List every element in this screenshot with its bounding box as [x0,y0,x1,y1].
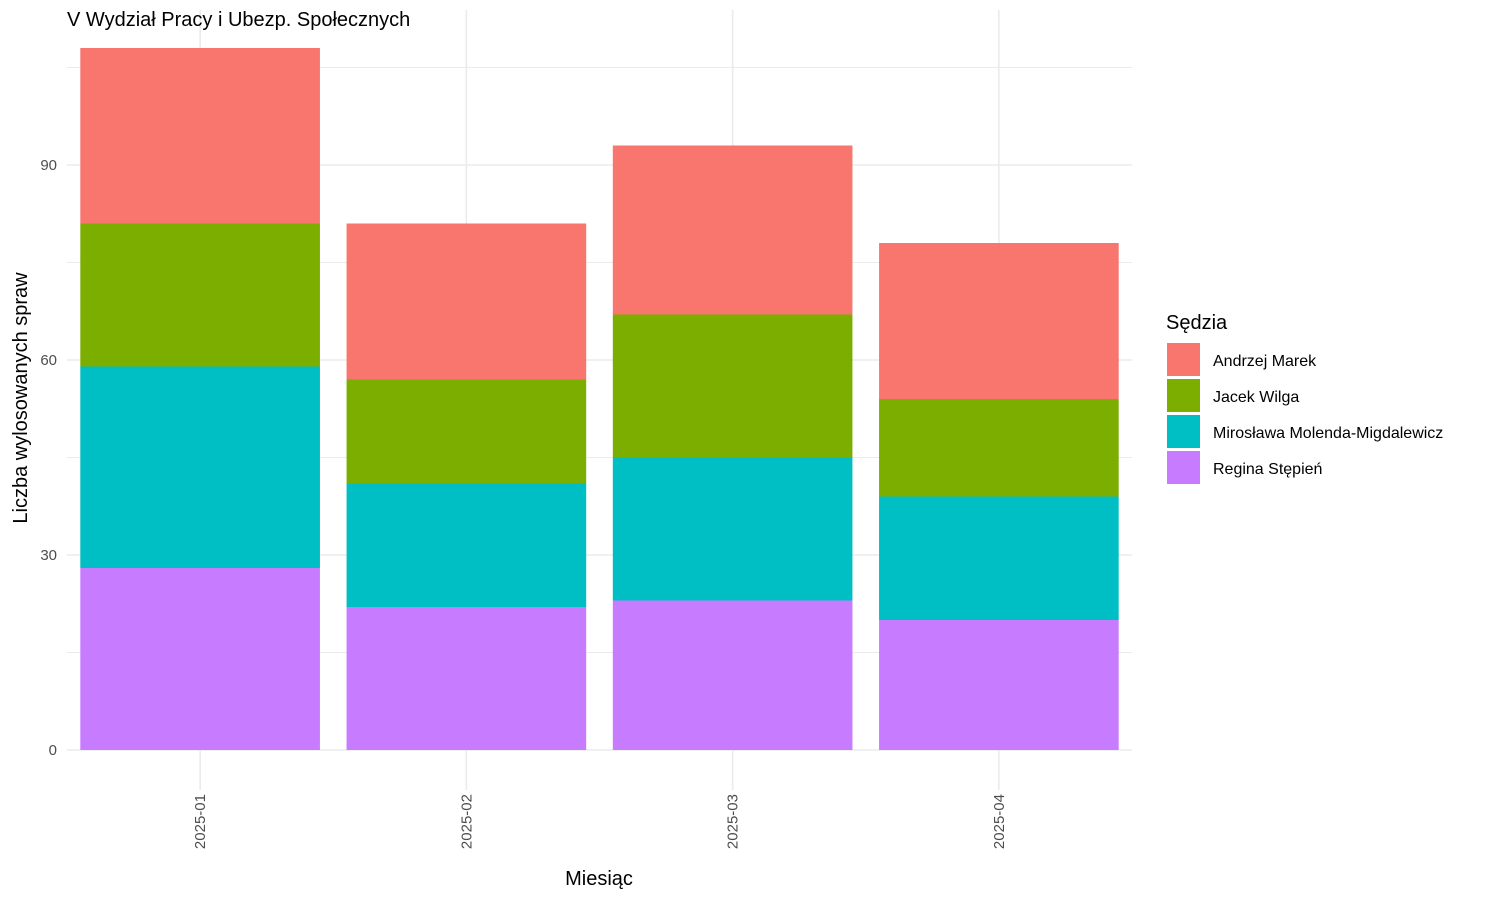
chart-title: V Wydział Pracy i Ubezp. Społecznych [67,9,410,31]
bar-segment [879,399,1119,497]
y-tick-label: 60 [40,352,57,369]
bar-segment [80,223,320,367]
y-tick-label: 90 [40,157,57,174]
bar-segment [80,48,320,224]
bar-segment [80,366,320,568]
legend-swatch [1167,415,1200,448]
x-tick-label: 2025-04 [991,794,1008,849]
bar-segment [346,223,587,380]
bar-segment [612,457,853,601]
bar-segment [879,243,1119,399]
legend-title: Sędzia [1166,312,1228,334]
bar-segment [346,607,587,750]
x-axis-ticks: 2025-01 2025-02 2025-03 2025-04 [192,794,1008,849]
legend-swatch [1167,343,1200,376]
bars [80,48,1119,750]
x-tick-label: 2025-01 [192,794,209,849]
legend-swatch [1167,451,1200,484]
bar-segment [612,145,853,315]
y-axis-title: Liczba wylosowanych spraw [10,272,32,524]
x-tick-label: 2025-03 [725,794,742,849]
bar-segment [346,379,587,484]
x-tick-label: 2025-02 [458,794,475,849]
bar-segment [612,600,853,750]
y-tick-label: 30 [40,547,57,564]
legend-label: Regina Stępień [1213,461,1322,478]
bar-segment [346,483,587,607]
legend: Sędzia Andrzej Marek Jacek Wilga Mirosława… [1166,312,1443,484]
x-axis-title: Miesiąc [565,868,633,890]
legend-label: Mirosława Molenda-Migdalewicz [1213,425,1443,442]
legend-label: Jacek Wilga [1213,389,1299,406]
y-tick-label: 0 [49,742,57,759]
bar-segment [612,314,853,458]
legend-swatch [1167,379,1200,412]
y-axis-ticks: 0 30 60 90 [40,157,57,759]
bar-segment [879,496,1119,620]
bar-segment [879,620,1119,750]
legend-label: Andrzej Marek [1213,353,1317,370]
bar-segment [80,568,320,750]
